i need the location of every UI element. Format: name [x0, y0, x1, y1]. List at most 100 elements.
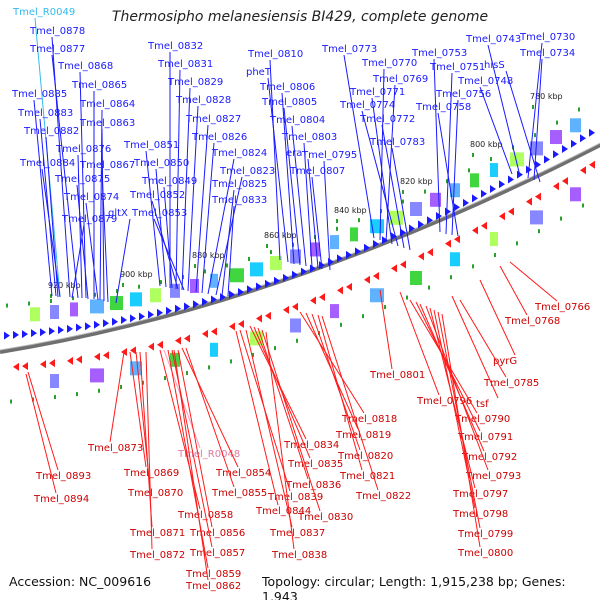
reverse-gene-arrow: [346, 282, 352, 291]
forward-gene-arrow: [508, 175, 514, 184]
reverse-gene-arrow: [310, 296, 316, 305]
forward-gene-arrow: [220, 293, 226, 302]
forward-label-connector: [433, 58, 441, 233]
forward-label-connector: [283, 107, 301, 266]
reverse-gene-label-tmel-0830: Tmel_0830: [297, 512, 353, 523]
gc-tick: [424, 189, 426, 194]
gc-tick: [120, 384, 122, 389]
reverse-gene-label-tmel-0844: Tmel_0844: [255, 506, 311, 517]
scale-tick-mark: [194, 264, 196, 268]
cog-block: [210, 273, 218, 288]
reverse-gene-label-tmel-0797: Tmel_0797: [452, 489, 508, 500]
forward-gene-arrow: [166, 306, 172, 315]
forward-gene-arrow: [346, 250, 352, 259]
forward-gene-arrow: [355, 247, 361, 256]
reverse-gene-arrow: [508, 207, 514, 216]
reverse-gene-label-tmel-0822: Tmel_0822: [355, 491, 411, 502]
forward-gene-label-tmel-0865: Tmel_0865: [71, 80, 127, 91]
forward-gene-label-tmel-0884: Tmel_0884: [19, 158, 75, 169]
gc-tick: [472, 264, 474, 269]
forward-label-connector: [207, 158, 235, 295]
reverse-label-connector: [245, 329, 293, 528]
cog-block: [230, 268, 244, 283]
reverse-gene-arrow: [418, 252, 424, 261]
forward-gene-label-tmel-0805: Tmel_0805: [261, 97, 317, 108]
forward-gene-label-tmel-0810: Tmel_0810: [247, 49, 303, 60]
gc-tick: [340, 322, 342, 327]
forward-label-connector: [227, 205, 235, 297]
reverse-gene-label-tmel-0839: Tmel_0839: [267, 492, 323, 503]
cog-block: [390, 210, 403, 225]
scale-tick-mark: [472, 153, 474, 157]
reverse-label-connector: [173, 349, 209, 581]
gc-tick: [138, 284, 140, 289]
forward-gene-arrow: [130, 314, 136, 323]
forward-gene-label-tmel-0807: Tmel_0807: [289, 166, 345, 177]
reverse-gene-arrow: [373, 272, 379, 281]
gc-tick: [538, 229, 540, 234]
reverse-label-connector: [177, 349, 213, 528]
reverse-gene-label-tmel-r0048: Tmel_R0048: [177, 449, 240, 460]
forward-gene-label-tmel-0863: Tmel_0863: [79, 118, 135, 129]
gc-tick: [98, 388, 100, 393]
topology-label: Topology: circular; Length: 1,915,238 bp…: [262, 574, 566, 600]
forward-gene-label-tmel-0743: Tmel_0743: [465, 34, 521, 45]
forward-gene-label-tmel-0804: Tmel_0804: [269, 115, 325, 126]
forward-label-connector: [115, 218, 131, 304]
forward-label-connector: [221, 189, 235, 297]
scale-tick-label: 780 kbp: [530, 92, 563, 101]
forward-gene-label-tmel-0874: Tmel_0874: [63, 192, 119, 203]
forward-gene-label-tmel-0753: Tmel_0753: [411, 48, 467, 59]
forward-gene-label-tmel-0878: Tmel_0878: [29, 26, 85, 37]
forward-gene-arrow: [283, 273, 289, 282]
forward-gene-label-tmel-0826: Tmel_0826: [191, 132, 247, 143]
forward-label-connector: [269, 59, 281, 261]
forward-label-connector: [527, 42, 543, 179]
forward-gene-arrow: [40, 328, 46, 337]
reverse-label-connector: [265, 331, 295, 550]
cog-block: [150, 288, 161, 303]
reverse-gene-arrow: [400, 260, 406, 269]
gc-tick: [362, 314, 364, 319]
cog-block: [310, 242, 320, 257]
forward-gene-label-tmel-0774: Tmel_0774: [339, 100, 395, 111]
gc-tick: [186, 370, 188, 375]
scale-tick-label: 900 kbp: [120, 270, 153, 279]
forward-gene-label-hiss: hisS: [484, 60, 505, 71]
reverse-gene-arrow: [427, 248, 433, 257]
gc-tick: [10, 399, 12, 404]
backbone-highlight: [0, 142, 600, 351]
forward-label-connector: [505, 70, 541, 183]
forward-label-connector: [445, 72, 453, 235]
forward-gene-arrow: [472, 194, 478, 203]
gc-tick: [54, 395, 56, 400]
forward-label-connector: [307, 158, 319, 269]
forward-gene-arrow: [301, 267, 307, 276]
forward-gene-label-tmel-0831: Tmel_0831: [157, 59, 213, 70]
forward-gene-arrow: [454, 203, 460, 212]
reverse-label-connector: [25, 373, 57, 494]
reverse-gene-arrow: [103, 351, 109, 360]
forward-gene-arrow: [418, 220, 424, 229]
gc-tick: [142, 380, 144, 385]
forward-gene-label-tmel-0751: Tmel_0751: [429, 62, 485, 73]
forward-label-connector: [303, 142, 313, 268]
forward-gene-arrow: [274, 276, 280, 285]
cog-block: [90, 299, 104, 314]
reverse-gene-label-tmel-0855: Tmel_0855: [211, 488, 267, 499]
reverse-gene-label-tmel-0837: Tmel_0837: [269, 528, 325, 539]
scale-tick-mark: [122, 283, 124, 287]
cog-block: [290, 249, 301, 264]
reverse-gene-label-pyrg: pyrG: [493, 356, 517, 367]
forward-gene-arrow: [211, 295, 217, 304]
gc-tick: [252, 352, 254, 357]
forward-label-connector: [145, 150, 161, 287]
forward-label-connector: [311, 176, 323, 270]
gc-tick: [358, 218, 360, 223]
reverse-gene-arrow: [589, 160, 595, 169]
gc-tick: [164, 376, 166, 381]
reverse-gene-label-tmel-0854: Tmel_0854: [215, 468, 271, 479]
forward-gene-label-tmel-0885: Tmel_0885: [11, 89, 67, 100]
